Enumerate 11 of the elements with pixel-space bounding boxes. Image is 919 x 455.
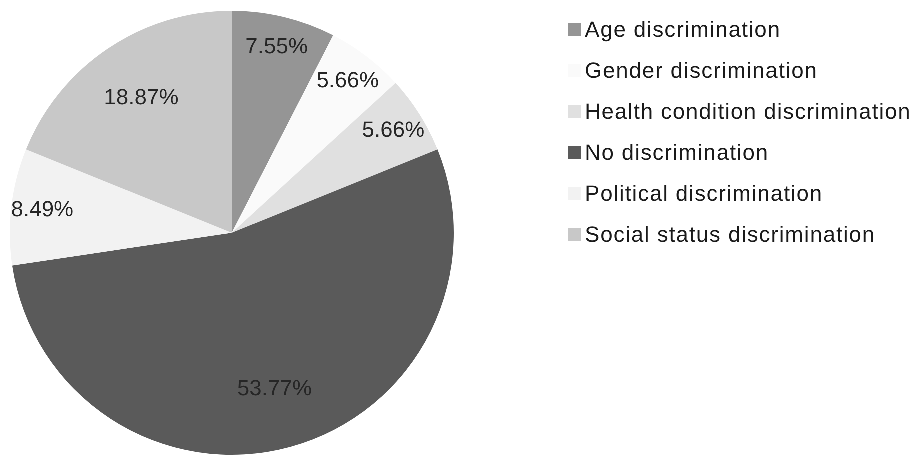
- legend-label: Health condition discrimination: [585, 98, 912, 124]
- data-label: 5.66%: [362, 117, 425, 142]
- legend-label: No discrimination: [585, 140, 770, 166]
- data-label: 5.66%: [316, 67, 380, 92]
- data-label: 8.49%: [11, 196, 74, 222]
- data-label: 18.87%: [104, 84, 179, 110]
- legend-label: Social status discrimination: [585, 222, 876, 248]
- legend-label: Political discrimination: [585, 180, 824, 206]
- data-label: 7.55%: [246, 33, 308, 58]
- legend-label: Gender discrimination: [585, 58, 818, 84]
- legend-label: Age discrimination: [585, 16, 781, 42]
